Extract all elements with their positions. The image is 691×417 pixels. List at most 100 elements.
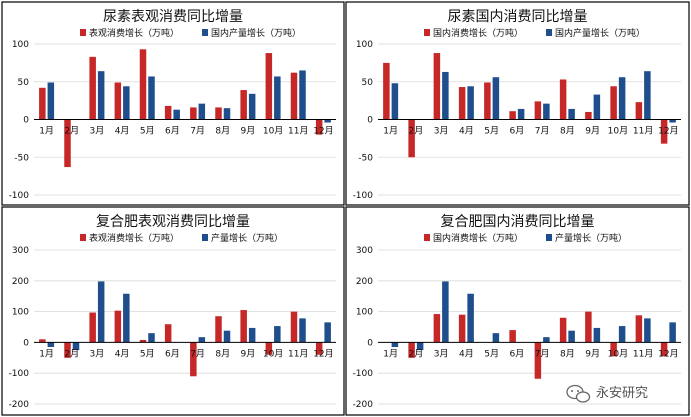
- wechat-logo-icon: [566, 384, 591, 403]
- bar-consumption-3: [433, 53, 441, 120]
- y-tick-label: 50: [18, 78, 30, 88]
- x-category-label: 5月: [140, 126, 155, 137]
- bar-consumption-10: [265, 53, 273, 120]
- bar-production-2: [416, 342, 424, 351]
- x-category-label: 12月: [658, 348, 678, 359]
- bar-consumption-8: [215, 316, 222, 343]
- bar-consumption-5: [139, 49, 147, 120]
- x-category-label: 9月: [241, 126, 256, 137]
- bar-consumption-9: [240, 90, 247, 120]
- x-category-label: 7月: [535, 348, 550, 359]
- bar-consumption-7: [534, 101, 542, 120]
- panel-frame: [345, 206, 690, 416]
- y-tick-label: 50: [362, 78, 374, 88]
- bar-production-7: [198, 337, 206, 343]
- x-category-label: 12月: [313, 348, 333, 359]
- legend-swatch-1: [424, 234, 430, 241]
- x-category-label: 4月: [459, 348, 474, 359]
- legend-swatch-2: [202, 29, 208, 36]
- bar-production-8: [223, 330, 231, 343]
- bar-production-8: [568, 330, 575, 343]
- bar-consumption-11: [635, 102, 643, 120]
- bar-consumption-11: [290, 311, 298, 343]
- panel-frame: [1, 206, 345, 416]
- bar-production-5: [148, 76, 155, 120]
- bar-consumption-9: [240, 310, 247, 343]
- bar-production-8: [568, 108, 575, 120]
- x-category-label: 1月: [383, 348, 398, 359]
- bar-consumption-4: [458, 314, 466, 343]
- legend-label-1: 国内消费增长（万吨）: [433, 232, 523, 244]
- x-category-label: 4月: [115, 348, 130, 359]
- x-category-label: 9月: [585, 126, 600, 137]
- chart-title: 尿素国内消费同比增量: [448, 9, 588, 25]
- x-category-label: 3月: [90, 348, 105, 359]
- bar-consumption-12: [315, 119, 323, 135]
- bar-consumption-3: [433, 314, 441, 343]
- legend-label-2: 产量增长（万吨）: [555, 232, 627, 244]
- bar-production-12: [324, 322, 331, 343]
- bar-consumption-3: [89, 312, 96, 343]
- y-tick-label: 100: [356, 40, 373, 50]
- watermark-text: 永安研究: [596, 386, 648, 401]
- bar-consumption-7: [190, 107, 197, 120]
- panel-frame: [1, 1, 345, 206]
- bar-consumption-6: [164, 324, 172, 343]
- y-tick-label: 100: [12, 40, 29, 50]
- x-category-label: 6月: [165, 126, 180, 137]
- x-category-label: 8月: [560, 126, 575, 137]
- x-category-label: 10月: [608, 126, 628, 137]
- legend-swatch-2: [202, 234, 208, 241]
- legend-swatch-1: [80, 234, 86, 241]
- y-tick-label: -100: [9, 369, 30, 379]
- legend-label-1: 表观消费增长（万吨）: [89, 232, 179, 244]
- y-tick-label: 0: [23, 338, 29, 348]
- bar-production-10: [274, 326, 281, 343]
- bar-consumption-6: [164, 105, 172, 120]
- bar-production-7: [543, 103, 550, 120]
- bar-production-3: [97, 281, 105, 343]
- bar-production-1: [391, 83, 399, 120]
- x-category-label: 9月: [585, 348, 600, 359]
- y-tick-label: -50: [358, 153, 373, 163]
- bar-consumption-3: [89, 56, 96, 120]
- y-tick-label: 100: [12, 308, 29, 318]
- bar-consumption-10: [265, 342, 273, 355]
- y-tick-label: 300: [12, 246, 29, 256]
- x-category-label: 12月: [658, 126, 678, 137]
- bar-production-6: [173, 109, 180, 120]
- bar-consumption-1: [39, 339, 46, 343]
- x-category-label: 3月: [434, 348, 449, 359]
- bar-consumption-6: [509, 330, 516, 343]
- chart-title: 尿素表观消费同比增量: [103, 9, 243, 25]
- y-tick-label: 0: [367, 338, 373, 348]
- x-category-label: 1月: [383, 126, 398, 137]
- bar-production-4: [467, 293, 474, 343]
- x-category-label: 6月: [510, 126, 525, 137]
- bar-consumption-4: [458, 87, 466, 120]
- x-category-label: 10月: [263, 348, 283, 359]
- bar-consumption-5: [139, 339, 147, 343]
- bar-production-1: [47, 82, 55, 120]
- bar-production-4: [467, 86, 474, 120]
- bar-consumption-7: [190, 342, 197, 377]
- x-category-label: 8月: [215, 126, 230, 137]
- y-tick-label: 200: [356, 277, 373, 287]
- bar-production-12: [669, 119, 676, 123]
- bar-consumption-9: [585, 311, 592, 343]
- legend-swatch-2: [546, 234, 552, 241]
- x-category-label: 12月: [313, 126, 333, 137]
- bar-production-9: [248, 93, 256, 120]
- y-tick-label: 300: [356, 246, 373, 256]
- bar-production-9: [593, 94, 601, 120]
- bar-production-8: [223, 108, 231, 120]
- x-category-label: 3月: [434, 126, 449, 137]
- bar-consumption-8: [559, 79, 567, 120]
- bar-production-9: [593, 327, 601, 343]
- bar-production-4: [123, 86, 130, 120]
- x-category-label: 1月: [39, 348, 54, 359]
- x-category-label: 7月: [190, 126, 205, 137]
